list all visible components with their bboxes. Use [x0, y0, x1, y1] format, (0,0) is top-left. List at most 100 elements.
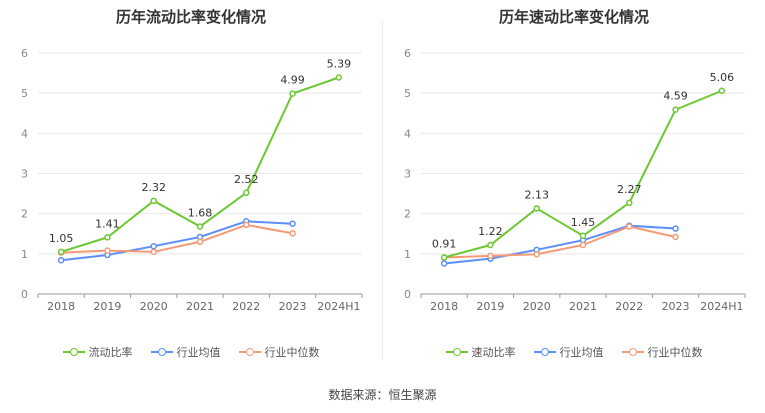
y-tick-label: 5	[404, 87, 411, 100]
data-point	[718, 87, 726, 95]
data-source: 数据来源：恒生聚源	[328, 388, 437, 402]
series-line	[444, 225, 676, 259]
legend-item-industry-mean[interactable]: 行业均值	[533, 344, 604, 360]
chart-title: 历年速动比率变化情况	[498, 8, 649, 26]
legend-label: 行业均值	[559, 346, 604, 359]
data-label: 5.39	[327, 58, 352, 71]
y-tick-label: 3	[404, 168, 411, 181]
series-line	[61, 223, 293, 254]
data-point	[104, 234, 111, 241]
data-label: 0.91	[432, 237, 457, 250]
data-point	[196, 223, 204, 230]
data-point	[289, 230, 296, 237]
data-point	[57, 248, 65, 256]
chart-legend: 流动比率 行业均值 行业中位数	[0, 344, 382, 360]
data-label: 1.41	[95, 217, 120, 230]
data-point	[626, 199, 633, 207]
legend-marker-icon	[621, 347, 644, 357]
data-point	[672, 225, 679, 232]
data-point	[533, 250, 540, 258]
legend-item-quick-ratio[interactable]: 速动比率	[445, 344, 516, 360]
series-line	[61, 220, 293, 262]
data-point	[289, 220, 296, 227]
y-tick-label: 1	[404, 248, 411, 261]
chart-current-ratio: 历年流动比率变化情况 0 1 2 3 4 5 6 2018 2019 2020 2021 2022 20…	[0, 0, 382, 370]
data-point	[150, 197, 157, 205]
data-point	[672, 106, 679, 113]
x-tick-label: 2018	[430, 300, 458, 313]
data-label: 4.59	[663, 90, 688, 103]
x-tick-label: 2019	[476, 300, 504, 313]
legend-item-industry-median[interactable]: 行业中位数	[238, 344, 320, 360]
data-point	[579, 241, 587, 249]
data-point	[150, 248, 157, 256]
legend-item-industry-mean[interactable]: 行业均值	[150, 344, 221, 360]
x-tick-label: 2021	[569, 300, 597, 313]
data-point	[579, 232, 587, 240]
data-point	[104, 247, 111, 254]
data-point	[150, 242, 157, 250]
data-point	[626, 223, 633, 230]
x-tick-label: 2023	[279, 300, 307, 313]
data-point	[440, 260, 448, 267]
data-label: 1.05	[49, 232, 74, 245]
chart-legend: 速动比率 行业均值 行业中位数	[383, 344, 765, 360]
x-tick-label: 2024H1	[317, 300, 360, 313]
data-point	[289, 90, 296, 97]
y-tick-label: 5	[21, 87, 28, 100]
x-tick-label: 2021	[186, 300, 214, 313]
x-tick-label: 2022	[615, 300, 643, 313]
x-tick-label: 2019	[93, 300, 121, 313]
data-point	[487, 252, 494, 260]
data-point	[196, 238, 204, 246]
x-tick-label: 2022	[232, 300, 260, 313]
data-label: 2.52	[234, 173, 259, 186]
data-label: 1.45	[571, 216, 596, 229]
legend-label: 流动比率	[88, 346, 133, 359]
legend-label: 行业中位数	[264, 346, 320, 359]
x-tick-label: 2018	[47, 300, 75, 313]
y-tick-label: 0	[404, 288, 411, 301]
legend-item-industry-median[interactable]: 行业中位数	[621, 344, 703, 360]
legend-marker-icon	[62, 347, 85, 357]
series-line	[444, 224, 676, 265]
legend-marker-icon	[150, 347, 173, 357]
data-label: 5.06	[710, 71, 735, 84]
y-tick-label: 4	[21, 127, 28, 140]
data-label: 4.99	[280, 74, 305, 87]
data-label: 1.22	[478, 225, 503, 238]
y-tick-label: 0	[21, 288, 28, 301]
legend-label: 行业中位数	[647, 346, 703, 359]
x-tick-label: 2023	[662, 300, 690, 313]
data-label: 2.13	[524, 188, 549, 201]
data-point	[243, 221, 250, 229]
data-point	[57, 257, 65, 264]
data-point	[335, 74, 343, 81]
y-tick-label: 6	[404, 47, 411, 60]
data-label: 1.68	[188, 207, 213, 220]
x-tick-label: 2024H1	[700, 300, 743, 313]
y-tick-label: 6	[21, 47, 28, 60]
y-tick-label: 4	[404, 127, 411, 140]
data-label: 2.32	[141, 181, 166, 194]
y-tick-label: 1	[21, 248, 28, 261]
legend-label: 速动比率	[471, 346, 516, 359]
x-tick-label: 2020	[523, 300, 551, 313]
legend-marker-icon	[238, 347, 261, 357]
current-ratio-plot: 0 1 2 3 4 5 6 2018 2019 2020 2021 2022 2023 2024H1 1.0…	[21, 47, 363, 313]
legend-marker-icon	[445, 347, 468, 357]
legend-label: 行业均值	[176, 346, 221, 359]
panel-divider	[382, 20, 383, 360]
y-tick-label: 3	[21, 168, 28, 181]
y-tick-label: 2	[21, 208, 28, 221]
data-point	[243, 189, 250, 197]
chart-quick-ratio: 历年速动比率变化情况 0 1 2 3 4 5 6 2018 2019 2020 2021 2022 20…	[383, 0, 765, 370]
data-point	[672, 233, 679, 241]
data-point	[533, 205, 540, 212]
y-tick-label: 2	[404, 208, 411, 221]
data-label: 2.27	[617, 183, 642, 196]
data-point	[440, 254, 448, 261]
quick-ratio-plot: 0 1 2 3 4 5 6 2018 2019 2020 2021 2022 2023 2024H1 0.9…	[404, 47, 746, 313]
legend-item-current-ratio[interactable]: 流动比率	[62, 344, 133, 360]
x-tick-label: 2020	[140, 300, 168, 313]
